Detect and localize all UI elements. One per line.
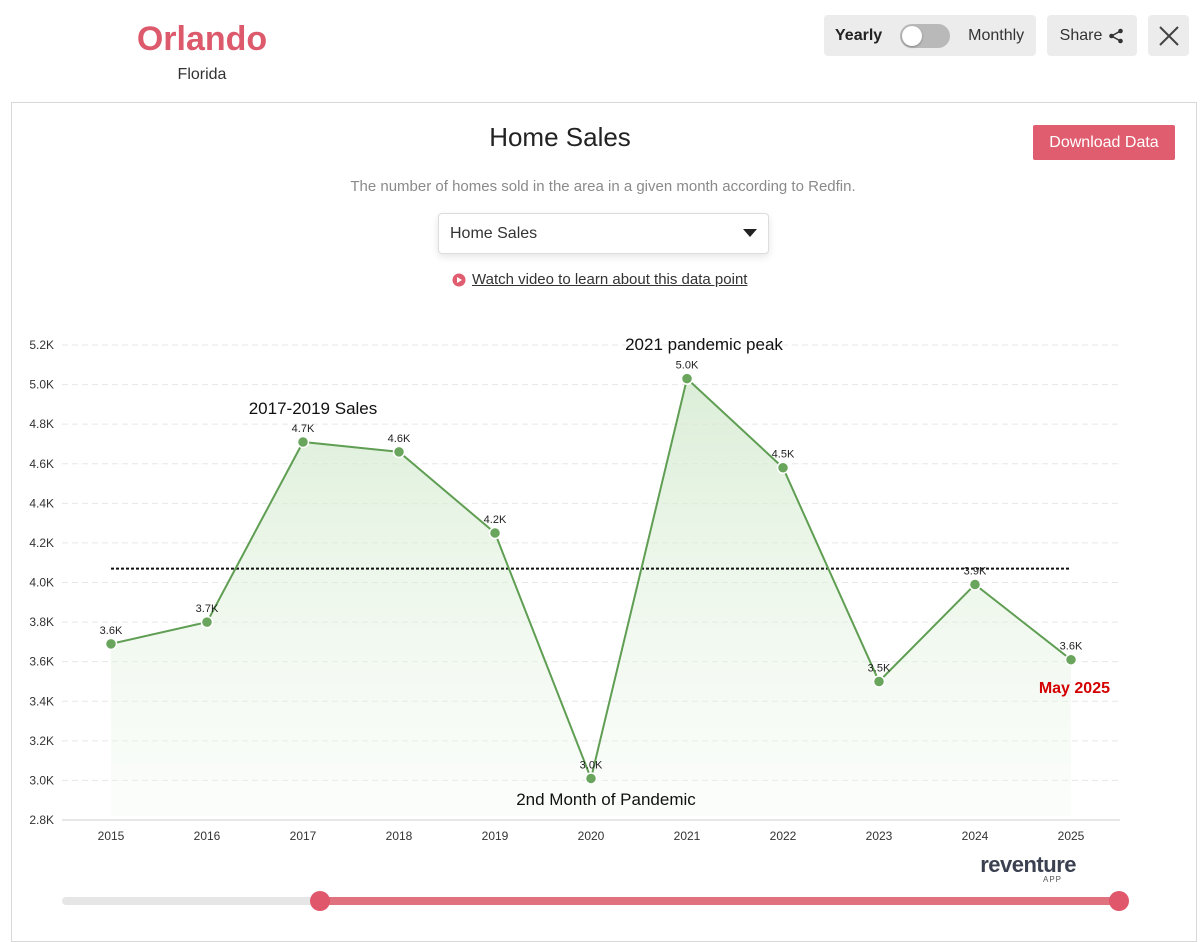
chart-subtitle: The number of homes sold in the area in …	[350, 178, 856, 195]
data-point	[968, 578, 982, 591]
y-tick-label: 4.8K	[29, 417, 54, 431]
data-label: 3.9K	[964, 565, 987, 577]
brand-logo: reventure APP	[980, 852, 1076, 885]
y-tick-label: 5.2K	[29, 338, 54, 352]
metric-select-value: Home Sales	[450, 224, 538, 242]
metric-select[interactable]: Home Sales	[438, 213, 769, 254]
y-tick-label: 2.8K	[29, 813, 54, 827]
y-tick-label: 4.2K	[29, 536, 54, 550]
latest-date-label: May 2025	[1039, 680, 1110, 697]
share-label: Share	[1059, 26, 1103, 44]
y-tick-label: 3.4K	[29, 694, 54, 708]
y-tick-label: 4.4K	[29, 496, 54, 510]
data-point	[872, 675, 886, 688]
data-point	[296, 435, 310, 449]
data-label: 4.6K	[388, 433, 411, 445]
y-tick-label: 4.6K	[29, 457, 54, 471]
x-tick-label: 2020	[578, 829, 605, 843]
data-label: 5.0K	[676, 360, 699, 372]
y-tick-label: 4.0K	[29, 576, 54, 590]
y-tick-label: 3.2K	[29, 734, 54, 748]
data-point	[392, 445, 406, 459]
share-icon	[1109, 28, 1124, 43]
location-header: Orlando Florida	[100, 18, 304, 84]
x-tick-label: 2023	[866, 829, 893, 843]
chart-annotation: 2021 pandemic peak	[625, 335, 783, 354]
toggle-monthly-label[interactable]: Monthly	[968, 26, 1025, 44]
data-point	[1064, 653, 1078, 666]
data-point	[680, 372, 694, 385]
toggle-yearly-label[interactable]: Yearly	[835, 26, 883, 44]
x-tick-label: 2018	[386, 829, 413, 843]
data-label: 3.0K	[580, 759, 603, 771]
x-tick-label: 2016	[194, 829, 221, 843]
data-label: 3.6K	[1060, 641, 1083, 653]
x-tick-label: 2024	[962, 829, 989, 843]
share-button[interactable]: Share	[1047, 15, 1137, 56]
x-tick-label: 2019	[482, 829, 509, 843]
data-point	[584, 772, 598, 785]
brand-sub: APP	[1042, 875, 1062, 884]
range-handle-start[interactable]	[310, 891, 330, 911]
city-name: Orlando	[136, 20, 268, 58]
video-link[interactable]: Watch video to learn about this data poi…	[452, 271, 747, 288]
data-label: 4.7K	[292, 423, 315, 435]
data-label: 3.7K	[196, 603, 219, 615]
x-tick-label: 2022	[770, 829, 797, 843]
data-label: 3.5K	[868, 662, 891, 674]
y-tick-label: 5.0K	[29, 378, 54, 392]
area-fill	[111, 378, 1071, 817]
data-point	[488, 526, 502, 540]
play-icon	[452, 273, 466, 286]
data-point	[776, 461, 790, 474]
y-tick-label: 3.6K	[29, 655, 54, 669]
download-data-button[interactable]: Download Data	[1033, 125, 1175, 160]
period-switch[interactable]	[900, 23, 951, 48]
range-slider-fill[interactable]	[320, 897, 1120, 905]
x-tick-label: 2015	[98, 829, 125, 843]
data-point	[200, 615, 214, 629]
chart-title: Home Sales	[489, 122, 631, 152]
data-label: 3.6K	[100, 625, 123, 637]
period-toggle[interactable]: Yearly Monthly	[824, 15, 1036, 56]
y-tick-label: 3.0K	[29, 773, 54, 787]
caret-down-icon	[743, 229, 757, 237]
close-button[interactable]	[1148, 15, 1189, 56]
brand-name: reventure	[980, 852, 1076, 877]
range-handle-end[interactable]	[1109, 891, 1129, 911]
x-tick-label: 2021	[674, 829, 701, 843]
video-link-text[interactable]: Watch video to learn about this data poi…	[472, 271, 748, 288]
switch-knob[interactable]	[902, 25, 923, 46]
chart-annotation: 2nd Month of Pandemic	[516, 790, 696, 809]
y-tick-label: 3.8K	[29, 615, 54, 629]
x-tick-label: 2017	[290, 829, 317, 843]
chart-annotation: 2017-2019 Sales	[249, 399, 378, 418]
state-name: Florida	[177, 66, 227, 83]
data-label: 4.2K	[484, 514, 507, 526]
x-tick-label: 2025	[1058, 829, 1085, 843]
data-label: 4.5K	[772, 449, 795, 461]
close-icon	[1158, 25, 1179, 46]
data-point	[104, 637, 118, 651]
